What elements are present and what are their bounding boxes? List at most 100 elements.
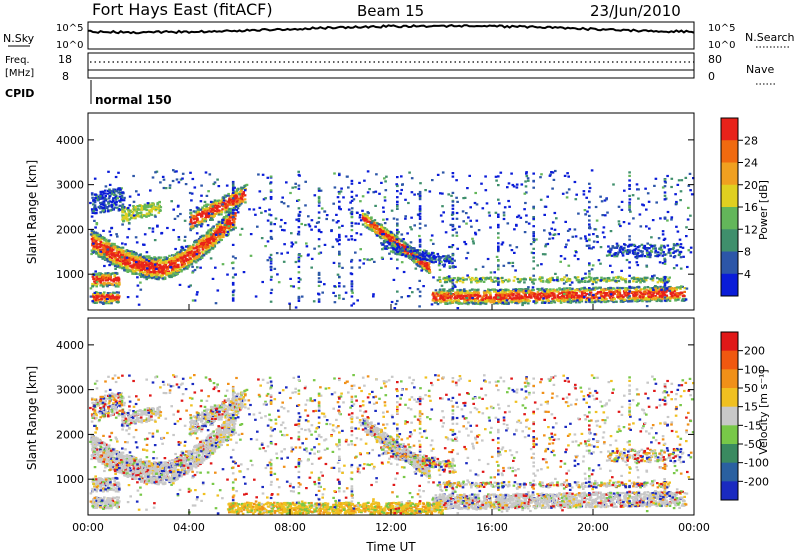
- echo-cell: [600, 277, 603, 279]
- echo-cell: [181, 269, 184, 271]
- echo-cell: [213, 230, 216, 232]
- echo-cell: [423, 267, 426, 269]
- echo-cell: [551, 298, 554, 300]
- echo-cell: [566, 296, 569, 298]
- echo-cell: [547, 291, 550, 293]
- echo-cell: [142, 274, 145, 276]
- echo-cell: [102, 279, 105, 281]
- echo-cell: [133, 208, 136, 210]
- echo-cell: [405, 242, 408, 244]
- echo-cell: [603, 279, 606, 281]
- echo-cell: [162, 272, 165, 274]
- echo-cell: [203, 235, 206, 237]
- echo-cell: [517, 293, 520, 295]
- echo-cell: [226, 211, 229, 213]
- echo-cell: [121, 208, 124, 210]
- echo-cell: [391, 245, 394, 247]
- echo-cell: [614, 247, 617, 249]
- echo-cell: [105, 302, 108, 304]
- echo-cell: [207, 246, 210, 248]
- echo-cell: [648, 296, 651, 298]
- echo-cell: [214, 210, 217, 212]
- echo-cell: [616, 245, 619, 247]
- echo-cell: [226, 203, 229, 205]
- echo-cell: [362, 224, 365, 226]
- echo-cell: [622, 249, 625, 251]
- echo-cell: [150, 258, 153, 260]
- echo-cell: [244, 198, 247, 200]
- echo-cell: [467, 252, 470, 254]
- echo-cell: [449, 280, 452, 282]
- echo-cell: [425, 265, 428, 267]
- echo-cell: [200, 243, 203, 245]
- echo-cell: [410, 256, 413, 258]
- echo-cell: [198, 254, 201, 256]
- echo-cell: [183, 255, 186, 257]
- echo-cell: [120, 249, 123, 251]
- echo-cell: [554, 297, 557, 299]
- echo-cell: [137, 215, 140, 217]
- noise-tick-low-right: 10^0: [708, 40, 735, 51]
- echo-cell: [250, 255, 253, 257]
- echo-cell: [567, 289, 570, 291]
- echo-cell: [114, 255, 117, 257]
- echo-cell: [480, 280, 483, 282]
- echo-cell: [119, 205, 122, 207]
- echo-cell: [380, 224, 383, 226]
- echo-cell: [200, 239, 203, 241]
- echo-cell: [187, 266, 190, 268]
- echo-cell: [564, 258, 567, 260]
- echo-cell: [382, 243, 385, 245]
- echo-cell: [107, 292, 110, 294]
- echo-cell: [440, 295, 443, 297]
- echo-cell: [201, 257, 204, 259]
- echo-cell: [118, 262, 121, 264]
- echo-cell: [140, 211, 143, 213]
- echo-cell: [204, 210, 207, 212]
- echo-cell: [345, 235, 348, 237]
- echo-cell: [124, 262, 127, 264]
- echo-cell: [633, 278, 636, 280]
- echo-cell: [501, 294, 504, 296]
- echo-cell: [613, 298, 616, 300]
- echo-cell: [444, 303, 447, 305]
- echo-cell: [190, 263, 193, 265]
- echo-cell: [218, 213, 221, 215]
- echo-cell: [454, 266, 457, 268]
- echo-cell: [231, 226, 234, 228]
- echo-cell: [541, 277, 544, 279]
- echo-cell: [690, 247, 693, 249]
- echo-cell: [112, 249, 115, 251]
- echo-cell: [150, 271, 153, 273]
- echo-cell: [545, 297, 548, 299]
- echo-cell: [107, 203, 110, 205]
- echo-cell: [427, 268, 430, 270]
- echo-cell: [220, 213, 223, 215]
- echo-cell: [204, 201, 207, 203]
- echo-cell: [138, 205, 141, 207]
- echo-cell: [342, 298, 345, 300]
- echo-cell: [202, 248, 205, 250]
- echo-cell: [458, 299, 461, 301]
- echo-cell: [499, 294, 502, 296]
- echo-cell: [674, 299, 677, 301]
- echo-cell: [433, 258, 436, 260]
- echo-cell: [185, 258, 188, 260]
- echo-cell: [391, 237, 394, 239]
- echo-cell: [477, 289, 480, 291]
- echo-cell: [198, 249, 201, 251]
- echo-cell: [680, 292, 683, 294]
- echo-cell: [178, 236, 181, 238]
- echo-cell: [652, 248, 655, 250]
- echo-cell: [607, 300, 610, 302]
- echo-cell: [203, 246, 206, 248]
- echo-cell: [611, 255, 614, 257]
- echo-cell: [112, 292, 115, 294]
- echo-cell: [244, 201, 247, 203]
- echo-cell: [135, 190, 138, 192]
- echo-cell: [585, 277, 588, 279]
- echo-cell: [116, 294, 119, 296]
- echo-cell: [516, 297, 519, 299]
- echo-cell: [210, 229, 213, 231]
- echo-cell: [646, 248, 649, 250]
